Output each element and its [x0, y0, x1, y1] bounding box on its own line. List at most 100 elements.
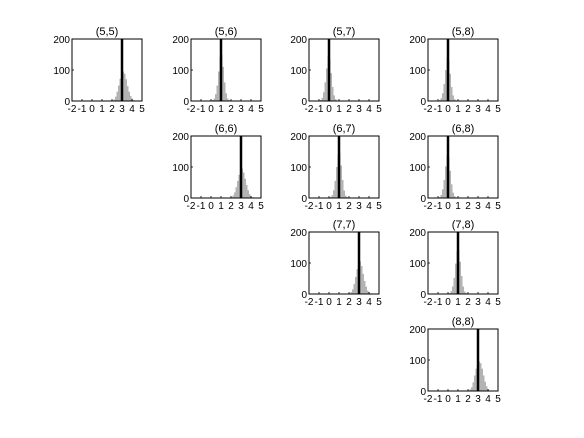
histogram-bar [237, 180, 239, 198]
x-tick-label: 4 [248, 201, 254, 212]
histogram-bar [324, 82, 326, 101]
histogram-bar [342, 180, 344, 198]
histogram-bar [333, 190, 335, 198]
y-tick-label: 200 [409, 325, 426, 336]
y-tick-label: 0 [301, 194, 307, 205]
histogram-bar [453, 277, 455, 294]
x-tick-label: 0 [445, 104, 451, 115]
histogram-bar [235, 187, 237, 198]
histogram-bar [336, 167, 338, 198]
x-tick-label: 2 [465, 201, 471, 212]
x-tick-label: 3 [119, 104, 125, 115]
x-tick-label: 4 [366, 104, 372, 115]
histogram-bar [333, 95, 335, 101]
x-tick-label: -2 [187, 104, 196, 115]
panel-title: (6,8) [452, 123, 475, 135]
x-tick-label: 2 [346, 104, 352, 115]
y-tick-label: 0 [183, 97, 189, 108]
histogram-bar [224, 82, 226, 101]
x-tick-label: -1 [315, 104, 324, 115]
histogram-bar [449, 170, 451, 198]
axes-frame [427, 231, 499, 295]
x-tick-label: 5 [495, 394, 501, 405]
histogram-bar [352, 289, 354, 294]
x-tick-label: 5 [495, 201, 501, 212]
histogram-bar [115, 96, 117, 101]
y-tick-label: 100 [172, 66, 189, 77]
y-tick-label: 200 [172, 132, 189, 143]
histogram-bar [244, 178, 246, 198]
histogram-bar [452, 192, 454, 198]
histogram-bar [330, 73, 332, 101]
x-tick-label: -1 [434, 104, 443, 115]
histogram-bar [442, 93, 444, 101]
histogram-bar [459, 261, 461, 294]
y-tick-label: 100 [409, 356, 426, 367]
x-tick-label: 3 [238, 104, 244, 115]
histogram-bar [124, 73, 126, 101]
axes-frame [308, 135, 380, 199]
x-tick-label: -2 [68, 104, 77, 115]
histogram-bar [440, 194, 442, 198]
histogram-bar [474, 375, 476, 391]
y-tick-label: 100 [409, 66, 426, 77]
histogram-bar [232, 195, 234, 198]
x-tick-label: 1 [336, 297, 342, 308]
axes-frame [71, 38, 143, 102]
y-tick-label: 100 [290, 66, 307, 77]
x-tick-label: 0 [445, 201, 451, 212]
histogram-bar [331, 195, 333, 198]
y-tick-label: 0 [64, 97, 70, 108]
panel-title: (5,5) [96, 26, 119, 38]
y-tick-label: 0 [301, 97, 307, 108]
histogram-bar [486, 386, 488, 391]
histogram-bar [118, 85, 120, 101]
x-tick-label: -1 [315, 201, 324, 212]
histogram-bar [443, 83, 445, 101]
x-tick-label: 1 [218, 104, 224, 115]
histogram-bar [445, 166, 447, 198]
histogram-bar [247, 190, 249, 198]
x-tick-label: 3 [475, 297, 481, 308]
x-tick-label: 2 [346, 201, 352, 212]
x-tick-label: 2 [465, 297, 471, 308]
x-tick-label: 5 [258, 104, 264, 115]
x-tick-label: -1 [197, 201, 206, 212]
histogram-bar [464, 291, 466, 294]
x-tick-label: 5 [495, 104, 501, 115]
histogram-bar [125, 79, 127, 101]
histogram-bar [364, 280, 366, 294]
x-tick-label: 0 [208, 201, 214, 212]
x-tick-label: -2 [305, 297, 314, 308]
x-tick-label: -1 [315, 297, 324, 308]
x-tick-label: 5 [139, 104, 145, 115]
x-tick-label: 0 [326, 104, 332, 115]
x-tick-label: 0 [326, 201, 332, 212]
histogram-bar [127, 86, 129, 101]
x-tick-label: 5 [376, 201, 382, 212]
y-tick-label: 200 [290, 228, 307, 239]
x-tick-label: 5 [376, 297, 382, 308]
x-tick-label: 3 [238, 201, 244, 212]
x-tick-label: 1 [455, 297, 461, 308]
histogram-bar [451, 87, 453, 101]
histogram-bar [350, 292, 352, 294]
x-tick-label: 4 [485, 104, 491, 115]
histogram-bar [343, 190, 345, 198]
axes-frame [427, 328, 499, 392]
histogram-bar [471, 387, 473, 391]
histogram-bar [353, 284, 355, 294]
x-tick-label: 4 [485, 297, 491, 308]
histogram-bar [128, 91, 130, 101]
panel-title: (6,6) [215, 123, 238, 135]
x-tick-label: 4 [366, 297, 372, 308]
histogram-bar [367, 290, 369, 294]
panel-title: (6,7) [333, 123, 356, 135]
histogram-bar [365, 286, 367, 294]
x-tick-label: 3 [356, 201, 362, 212]
